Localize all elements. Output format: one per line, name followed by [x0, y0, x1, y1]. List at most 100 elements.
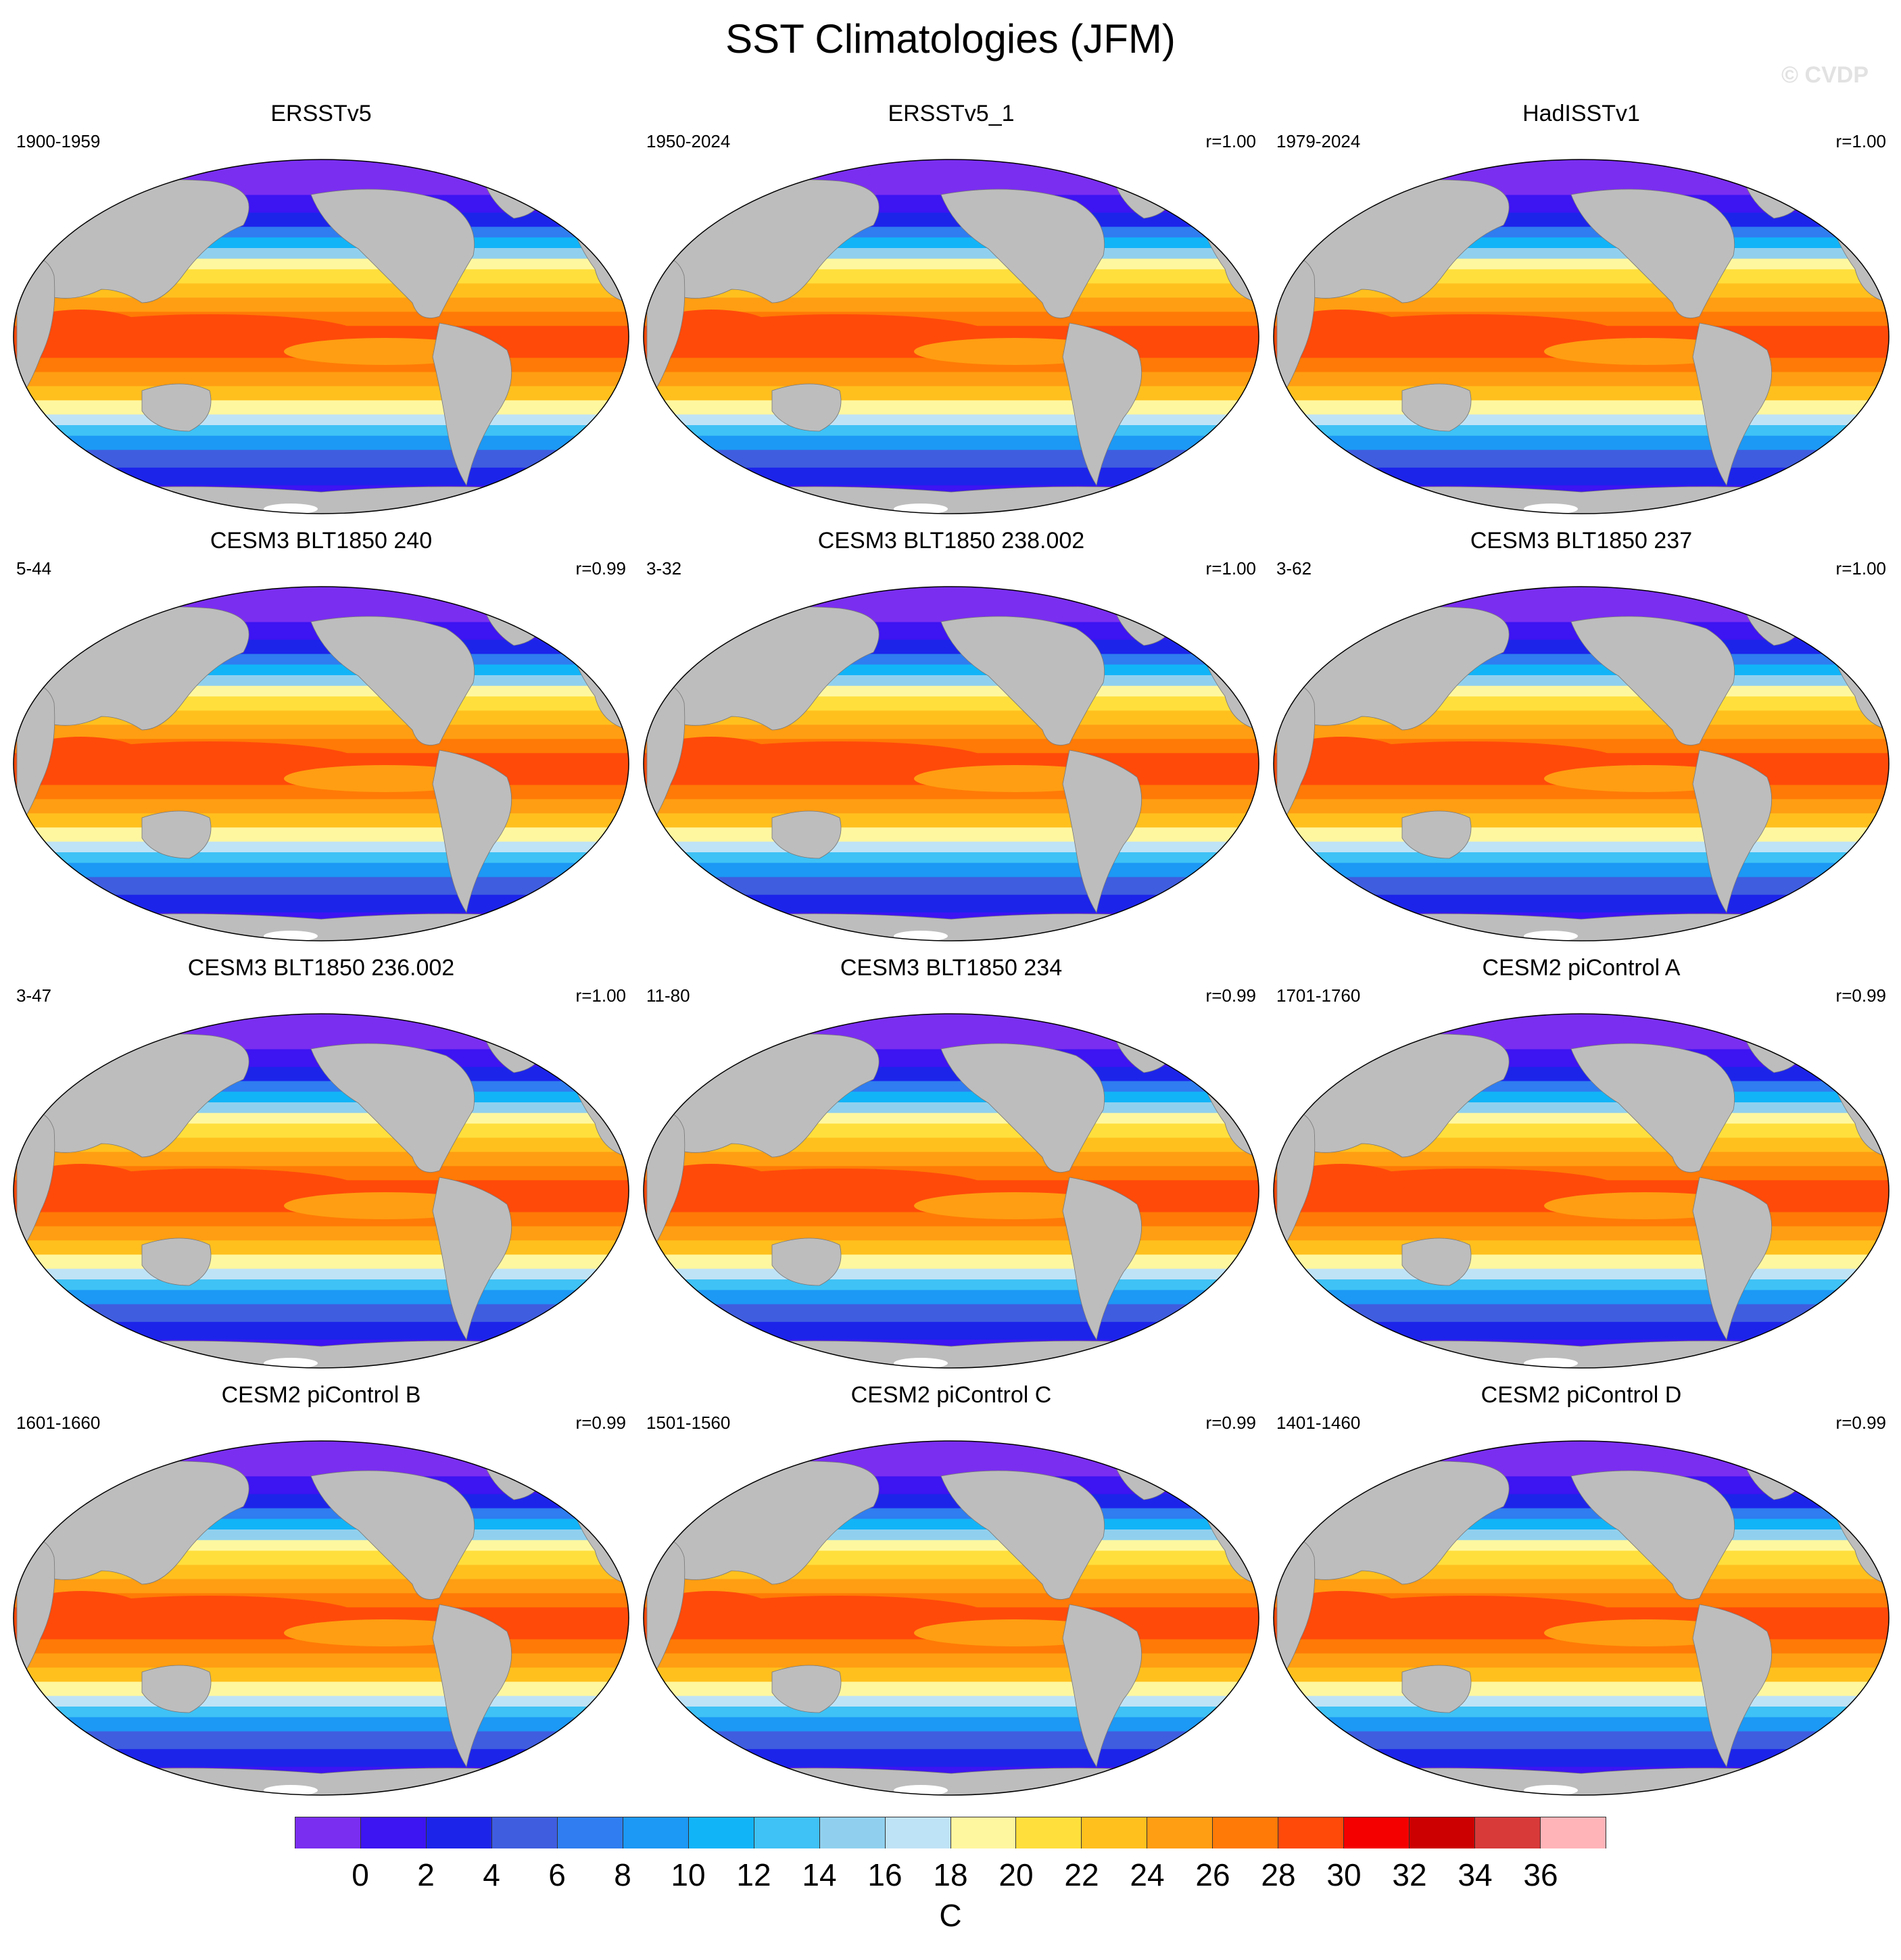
- colorbar-swatch: [1082, 1817, 1148, 1848]
- cvdp-watermark: © CVDP: [1781, 62, 1869, 88]
- sst-band: [14, 587, 629, 623]
- land-mass: [1570, 616, 1735, 745]
- land-mass: [432, 750, 512, 914]
- sst-band: [1274, 400, 1889, 416]
- sst-band: [1274, 813, 1889, 829]
- sst-band: [1274, 1579, 1889, 1594]
- sst-band: [1274, 467, 1889, 487]
- panel-period: 3-62: [1276, 558, 1312, 579]
- sst-band: [644, 1696, 1259, 1707]
- sst-band: [1274, 725, 1889, 740]
- land-mass: [432, 1604, 512, 1768]
- panel-correlation: r=1.00: [1205, 131, 1256, 151]
- sst-band: [1274, 1653, 1889, 1669]
- land-mass: [940, 1043, 1105, 1173]
- sst-band: [14, 1696, 629, 1707]
- land-mass: [771, 1665, 842, 1713]
- map-panel: CESM2 piControl C 1501-1560 r=0.99: [637, 1381, 1266, 1809]
- land-mass: [16, 1536, 55, 1680]
- sst-band: [1274, 1014, 1889, 1050]
- sst-band: [14, 1279, 629, 1291]
- land-mass: [1570, 1470, 1735, 1600]
- land-mass: [310, 1470, 475, 1600]
- land-mass: [14, 486, 629, 514]
- land-mass: [646, 1108, 685, 1252]
- panel-correlation: r=1.00: [1205, 558, 1256, 579]
- land-mass: [16, 681, 55, 825]
- sst-band: [644, 1226, 1259, 1242]
- colorbar-units: C: [939, 1898, 962, 1933]
- sst-band: [1274, 1152, 1889, 1167]
- land-mass: [940, 1470, 1105, 1600]
- sst-band: [644, 1667, 1259, 1683]
- land-mass: [16, 1108, 55, 1252]
- sst-band: [1274, 894, 1889, 914]
- colorbar-swatch: [1213, 1817, 1279, 1848]
- land-mass: [141, 1238, 212, 1286]
- panel-period: 3-47: [16, 985, 52, 1006]
- sst-map: [1273, 1440, 1890, 1796]
- land-mass: [1274, 486, 1889, 514]
- colorbar-swatch: [491, 1817, 558, 1848]
- panel-period: 1950-2024: [646, 131, 731, 151]
- sst-band: [644, 1717, 1259, 1732]
- sst-map: [13, 1013, 629, 1369]
- sst-band: [644, 725, 1259, 740]
- land-mass: [141, 810, 212, 859]
- land-mass: [310, 1043, 475, 1173]
- map-outline: [643, 159, 1259, 514]
- panel-correlation: r=0.99: [575, 1413, 626, 1433]
- colorbar-swatch: [950, 1817, 1017, 1848]
- sst-band: [14, 1240, 629, 1256]
- sst-band: [14, 827, 629, 843]
- panel-period: 1900-1959: [16, 131, 101, 151]
- land-mass: [1570, 189, 1735, 318]
- sst-map: [1273, 586, 1890, 941]
- land-mass: [1274, 1767, 1889, 1795]
- sst-band: [1274, 1682, 1889, 1697]
- land-mass: [310, 189, 475, 318]
- panel-title: CESM3 BLT1850 238.002: [817, 528, 1085, 554]
- sst-band: [1274, 1269, 1889, 1280]
- sst-band: [644, 1441, 1259, 1477]
- sst-band: [644, 1731, 1259, 1750]
- land-mass: [432, 1177, 512, 1341]
- land-mass: [141, 1665, 212, 1713]
- sst-band: [1274, 841, 1889, 853]
- land-mass: [14, 913, 629, 941]
- sst-band: [14, 1667, 629, 1683]
- sst-band: [644, 862, 1259, 878]
- sst-map: [13, 159, 629, 514]
- land-mass: [771, 1238, 842, 1286]
- colorbar-tick-label: 10: [671, 1857, 706, 1892]
- colorbar-tick-label: 16: [867, 1857, 903, 1892]
- sst-band: [1274, 1290, 1889, 1305]
- map-panel: CESM3 BLT1850 236.002 3-47 r=1.00: [7, 954, 635, 1381]
- sst-band: [14, 852, 629, 864]
- sst-map: [643, 159, 1259, 514]
- sst-band: [1274, 1707, 1889, 1718]
- colorbar-swatch: [819, 1817, 886, 1848]
- sst-band: [644, 587, 1259, 623]
- sst-band: [644, 1304, 1259, 1323]
- colorbar-tick-label: 22: [1064, 1857, 1099, 1892]
- sst-band: [14, 1441, 629, 1477]
- map-outline: [13, 159, 629, 514]
- land-mass: [1274, 913, 1889, 941]
- sst-band: [1274, 1667, 1889, 1683]
- sst-band: [644, 160, 1259, 196]
- sst-band: [14, 372, 629, 387]
- panel-title: CESM2 piControl D: [1481, 1382, 1682, 1408]
- colorbar-swatch: [295, 1817, 361, 1848]
- sst-band: [1274, 1254, 1889, 1270]
- land-mass: [940, 189, 1105, 318]
- sst-band: [644, 1269, 1259, 1280]
- sst-band: [1274, 1441, 1889, 1477]
- land-mass: [1062, 322, 1142, 487]
- sst-band: [644, 841, 1259, 853]
- map-outline: [1273, 586, 1890, 941]
- sst-band: [14, 1254, 629, 1270]
- land-mass: [646, 1536, 685, 1680]
- land-mass: [644, 1767, 1259, 1795]
- land-mass: [1276, 1536, 1316, 1680]
